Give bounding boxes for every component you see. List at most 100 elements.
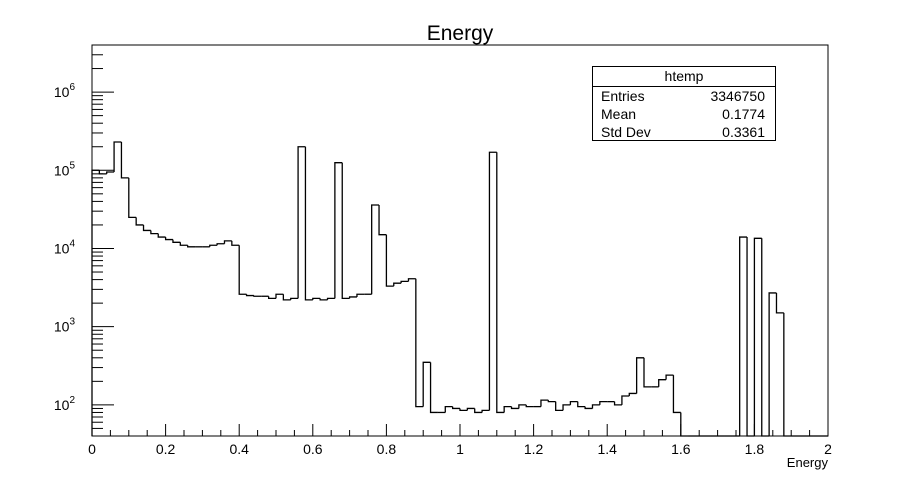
- x-axis-label: Energy: [787, 455, 829, 470]
- histogram-bin: [385, 234, 394, 287]
- histogram-bin: [209, 244, 218, 247]
- histogram-bin: [98, 170, 107, 175]
- y-tick-label: 106: [54, 82, 76, 100]
- histogram-bin: [282, 294, 291, 301]
- histogram-bin: [474, 408, 483, 414]
- histogram-bin: [569, 400, 578, 405]
- histogram-bin: [415, 278, 424, 408]
- histogram-bin: [245, 294, 254, 297]
- histogram-bin: [290, 297, 299, 300]
- histogram-bin: [113, 141, 122, 173]
- histogram-bin: [393, 282, 402, 287]
- histogram-bin: [510, 406, 519, 410]
- histogram-bin: [348, 296, 357, 299]
- histogram-bin: [562, 404, 571, 411]
- x-tick-label: 0.4: [229, 441, 249, 457]
- stats-value-entries: 3346750: [710, 88, 765, 104]
- histogram-bin: [591, 404, 600, 409]
- histogram-bin: [142, 224, 151, 232]
- y-tick-label: 105: [54, 160, 76, 178]
- stats-key-std-dev: Std Dev: [601, 124, 651, 140]
- histogram-bin: [275, 293, 284, 299]
- histogram-bin: [128, 177, 137, 219]
- histogram-bin: [496, 152, 505, 414]
- histogram-bin: [459, 408, 468, 412]
- stats-row-std-dev: Std Dev 0.3361: [593, 123, 775, 141]
- histogram-bin: [547, 400, 556, 403]
- histogram-bin: [643, 357, 652, 388]
- x-tick-label: 1: [456, 441, 464, 457]
- histogram-bin: [451, 406, 460, 410]
- x-tick-label: 0: [88, 441, 96, 457]
- histogram-bin: [135, 217, 144, 226]
- histogram-bin: [216, 243, 225, 246]
- chart-title: Energy: [427, 22, 494, 45]
- histogram-bin: [297, 146, 306, 299]
- histogram-bin: [599, 400, 608, 405]
- histogram-bin: [312, 297, 321, 300]
- histogram-bin: [768, 292, 777, 436]
- histogram-bin: [172, 239, 181, 243]
- histogram-bin: [525, 404, 534, 408]
- histogram-bin: [746, 237, 755, 437]
- x-tick-label: 1.4: [597, 441, 617, 457]
- histogram-bin: [407, 278, 416, 282]
- histogram-bin: [540, 399, 549, 407]
- histogram-bin: [304, 146, 313, 301]
- y-axis: 102 103 104 105 106: [54, 44, 114, 437]
- histogram-bin: [319, 298, 328, 301]
- x-tick-label: 2: [824, 441, 832, 457]
- histogram-bin: [680, 412, 689, 437]
- x-tick-label: 1.2: [524, 441, 544, 457]
- y-tick-label: 104: [54, 238, 76, 256]
- histogram-bin: [400, 280, 409, 284]
- stats-row-entries: Entries 3346750: [593, 87, 775, 105]
- histogram-bin: [164, 237, 173, 241]
- histogram-bin: [106, 171, 115, 174]
- histogram-bins: [91, 141, 828, 437]
- x-tick-label: 0.8: [377, 441, 397, 457]
- histogram-bin: [356, 293, 365, 297]
- y-tick-label: 103: [54, 317, 76, 335]
- histogram-bin: [157, 233, 166, 238]
- histogram-bin: [341, 162, 350, 300]
- histogram-bin: [253, 295, 262, 297]
- histogram-bin: [444, 405, 453, 413]
- stats-title: htemp: [593, 67, 775, 87]
- histogram-bin: [326, 297, 335, 300]
- histogram-bin: [429, 362, 438, 414]
- x-axis: 0 0.2 0.4 0.6 0.8 1 1.2 1.4 1.6 1.8 2: [88, 424, 832, 457]
- histogram-bin: [150, 230, 159, 235]
- histogram-bin: [621, 395, 630, 405]
- histogram-bin: [753, 237, 762, 436]
- histogram-bin: [503, 405, 512, 413]
- x-tick-label: 1.6: [671, 441, 691, 457]
- histogram-bin: [783, 312, 792, 437]
- histogram-bin: [761, 238, 770, 437]
- histogram-bin: [371, 204, 380, 295]
- histogram-bin: [422, 361, 431, 407]
- histogram-bin: [635, 357, 644, 394]
- histogram-bin: [238, 245, 247, 295]
- x-tick-label: 0.2: [156, 441, 176, 457]
- histogram-bin: [378, 204, 387, 236]
- histogram-bin: [672, 375, 681, 414]
- histogram-bin: [555, 401, 564, 412]
- histogram-bin: [223, 240, 232, 244]
- y-tick-label: 102: [54, 395, 76, 413]
- histogram-bin: [179, 242, 188, 246]
- histogram-bin: [231, 240, 240, 246]
- stats-key-mean: Mean: [601, 106, 637, 122]
- x-tick-label: 1.8: [745, 441, 765, 457]
- histogram-bin: [665, 374, 674, 380]
- histogram-bin: [518, 404, 527, 409]
- histogram-bin: [267, 296, 276, 300]
- histogram-bin: [187, 245, 196, 248]
- histogram-bin: [91, 169, 100, 436]
- histogram-bin: [739, 236, 748, 436]
- histogram-bin: [334, 162, 343, 299]
- stats-value-mean: 0.1774: [722, 106, 765, 122]
- stats-row-mean: Mean 0.1774: [593, 105, 775, 123]
- histogram-bin: [488, 151, 497, 411]
